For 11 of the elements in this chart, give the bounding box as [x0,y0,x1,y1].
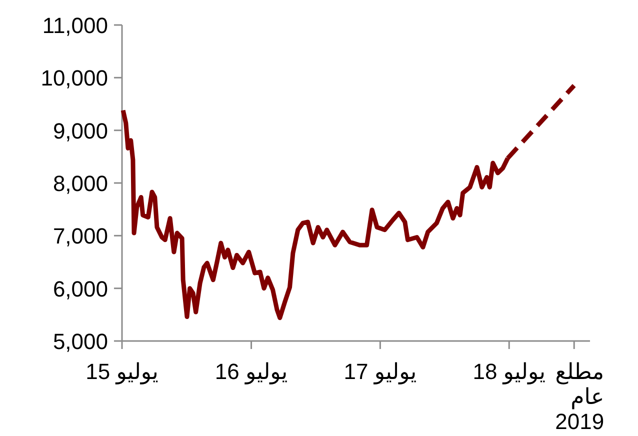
x-tick-label: يوليو 18 [472,359,546,385]
x-tick-label: يوليو 15 [86,359,158,385]
y-tick-label: 8,000 [52,171,108,196]
y-tick-label: 6,000 [52,276,108,302]
x-tick-label: يوليو 16 [214,359,288,385]
y-tick-label: 11,000 [42,13,108,38]
y-tick-label: 9,000 [52,118,108,144]
y-tick-label: 10,000 [40,66,108,91]
y-tick-label: 7,000 [52,224,108,249]
x-tick-label: يوليو 17 [344,359,417,385]
y-tick-label: 5,000 [52,329,108,354]
